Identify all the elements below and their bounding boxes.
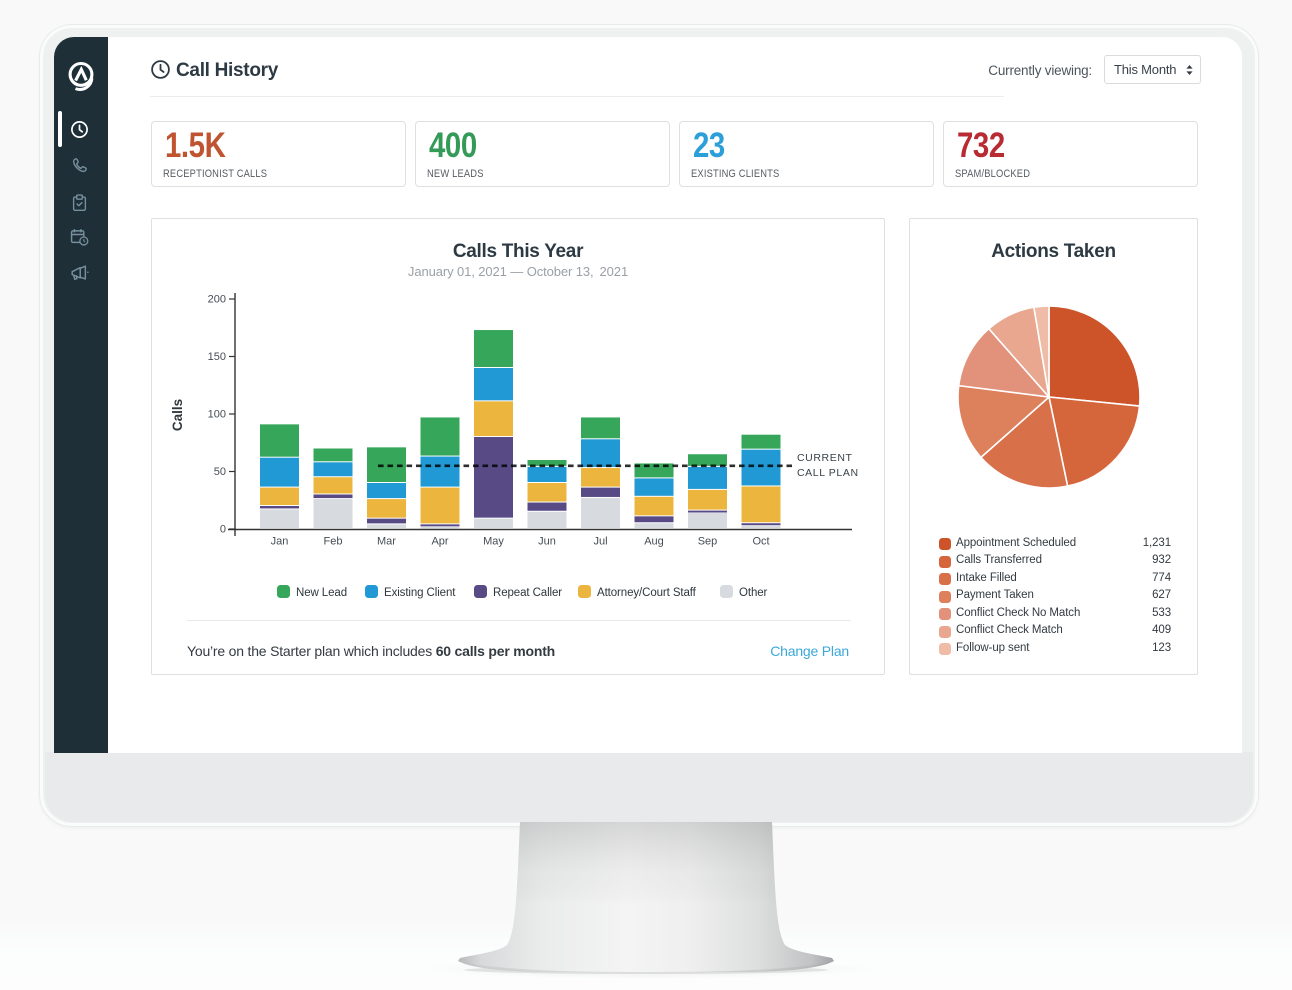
svg-text:May: May: [483, 536, 504, 548]
svg-text:Oct: Oct: [752, 536, 769, 548]
svg-text:Jun: Jun: [538, 536, 556, 548]
svg-text:100: 100: [208, 409, 226, 421]
svg-text:Attorney/Court Staff: Attorney/Court Staff: [597, 587, 697, 599]
svg-text:Jul: Jul: [593, 536, 607, 548]
svg-text:Aug: Aug: [644, 536, 664, 548]
svg-text:Sep: Sep: [698, 536, 718, 548]
svg-text:50: 50: [214, 466, 226, 478]
svg-text:CURRENT: CURRENT: [797, 452, 853, 464]
svg-text:Calls: Calls: [170, 399, 185, 431]
svg-text:New Lead: New Lead: [296, 587, 347, 599]
svg-text:Mar: Mar: [377, 536, 396, 548]
svg-text:CALL PLAN: CALL PLAN: [797, 467, 859, 479]
svg-text:200: 200: [208, 294, 226, 306]
svg-text:Other: Other: [739, 587, 768, 599]
svg-text:Repeat Caller: Repeat Caller: [493, 587, 562, 599]
svg-text:150: 150: [208, 351, 226, 363]
svg-text:0: 0: [220, 524, 226, 536]
svg-text:Existing Client: Existing Client: [384, 587, 456, 599]
svg-text:Jan: Jan: [271, 536, 289, 548]
svg-text:Apr: Apr: [431, 536, 448, 548]
svg-text:Feb: Feb: [324, 536, 343, 548]
